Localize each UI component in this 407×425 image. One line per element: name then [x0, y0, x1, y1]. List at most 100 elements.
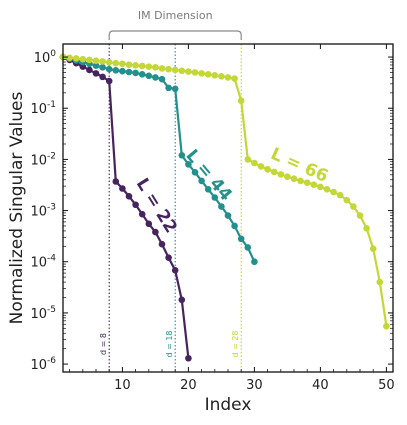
data-point: [178, 296, 186, 304]
data-point: [165, 254, 172, 261]
data-point: [99, 58, 106, 65]
data-point: [277, 171, 285, 178]
data-point: [323, 186, 331, 193]
data-point: [185, 354, 192, 362]
data-point: [99, 73, 106, 81]
data-point: [125, 193, 133, 200]
data-point: [251, 159, 258, 167]
x-tick-label: 40: [312, 378, 329, 393]
data-point: [224, 212, 232, 219]
data-point: [290, 175, 298, 182]
y-tick-label: 10-3: [30, 203, 56, 220]
x-axis: 10 20 30 40 50: [69, 44, 395, 393]
y-tick-label: 10-2: [30, 151, 56, 168]
data-point: [165, 84, 172, 92]
data-point: [152, 74, 159, 81]
y-tick-label: 100: [34, 49, 57, 66]
data-point: [112, 67, 120, 74]
data-point: [244, 156, 252, 163]
data-point: [86, 56, 93, 64]
x-axis-title: Index: [205, 395, 252, 415]
data-point: [264, 166, 271, 173]
data-point: [336, 191, 344, 199]
data-point: [363, 225, 370, 232]
data-point: [99, 64, 106, 71]
im-dimension-label: IM Dimension: [138, 9, 213, 22]
data-point: [138, 210, 146, 218]
data-point: [125, 68, 133, 76]
data-point: [383, 322, 390, 330]
data-point: [185, 68, 192, 75]
data-point: [92, 70, 100, 77]
data-point: [198, 177, 205, 185]
data-point: [330, 188, 337, 196]
data-point: [158, 75, 166, 83]
data-point: [138, 62, 146, 70]
series-line: [62, 55, 256, 263]
data-point: [119, 60, 126, 68]
data-point: [132, 69, 139, 77]
data-point: [112, 178, 120, 185]
y-tick-label: 10-1: [30, 100, 56, 117]
data-point: [105, 59, 113, 66]
data-point: [369, 245, 377, 252]
data-point: [86, 66, 93, 74]
data-point: [112, 59, 120, 67]
x-tick-label: 50: [378, 378, 395, 393]
data-point: [171, 66, 179, 74]
dimension-lines: d = 8 d = 18 d = 28: [99, 44, 242, 372]
data-point: [211, 72, 219, 79]
series-label: L = 22: [132, 175, 181, 237]
x-tick-label: 20: [180, 378, 197, 393]
x-tick-label: 30: [246, 378, 263, 393]
data-point: [178, 152, 186, 159]
data-point: [218, 73, 225, 80]
data-point: [92, 62, 100, 69]
y-axis: 100 10-1 10-2 10-3 10-4 10-5 10-6: [30, 49, 393, 373]
data-point: [158, 240, 166, 248]
data-point: [218, 203, 225, 210]
data-point: [317, 183, 324, 191]
data-point: [92, 57, 100, 64]
data-point: [132, 201, 139, 209]
data-point: [204, 71, 212, 78]
data-point: [237, 235, 245, 243]
dimension-line-label: d = 8: [99, 333, 108, 355]
data-point: [158, 65, 166, 72]
data-point: [165, 65, 172, 73]
data-point: [231, 222, 238, 230]
series-layer: [59, 53, 390, 362]
data-point: [356, 212, 364, 219]
data-point: [145, 63, 153, 70]
data-point: [79, 55, 87, 63]
data-point: [152, 64, 159, 71]
data-point: [119, 67, 126, 75]
dimension-line-label: d = 18: [165, 330, 174, 357]
data-point: [297, 177, 304, 185]
data-point: [185, 161, 192, 168]
data-point: [171, 85, 179, 93]
data-point: [343, 196, 351, 204]
data-point: [191, 69, 199, 76]
data-point: [211, 194, 219, 201]
data-point: [125, 61, 133, 68]
y-tick-label: 10-6: [30, 356, 56, 373]
data-point: [257, 163, 265, 170]
data-point: [138, 71, 146, 78]
data-point: [79, 63, 87, 70]
data-point: [152, 228, 159, 236]
y-tick-label: 10-4: [30, 254, 56, 271]
data-point: [105, 77, 113, 85]
x-tick-label: 10: [114, 378, 131, 393]
data-point: [231, 75, 238, 82]
data-point: [198, 70, 205, 77]
data-point: [132, 62, 139, 69]
data-point: [105, 65, 113, 73]
data-point: [145, 72, 153, 80]
data-point: [303, 179, 311, 187]
dimension-line-label: d = 28: [231, 330, 240, 357]
data-point: [171, 267, 179, 274]
data-point: [72, 55, 80, 62]
data-point: [178, 67, 186, 75]
